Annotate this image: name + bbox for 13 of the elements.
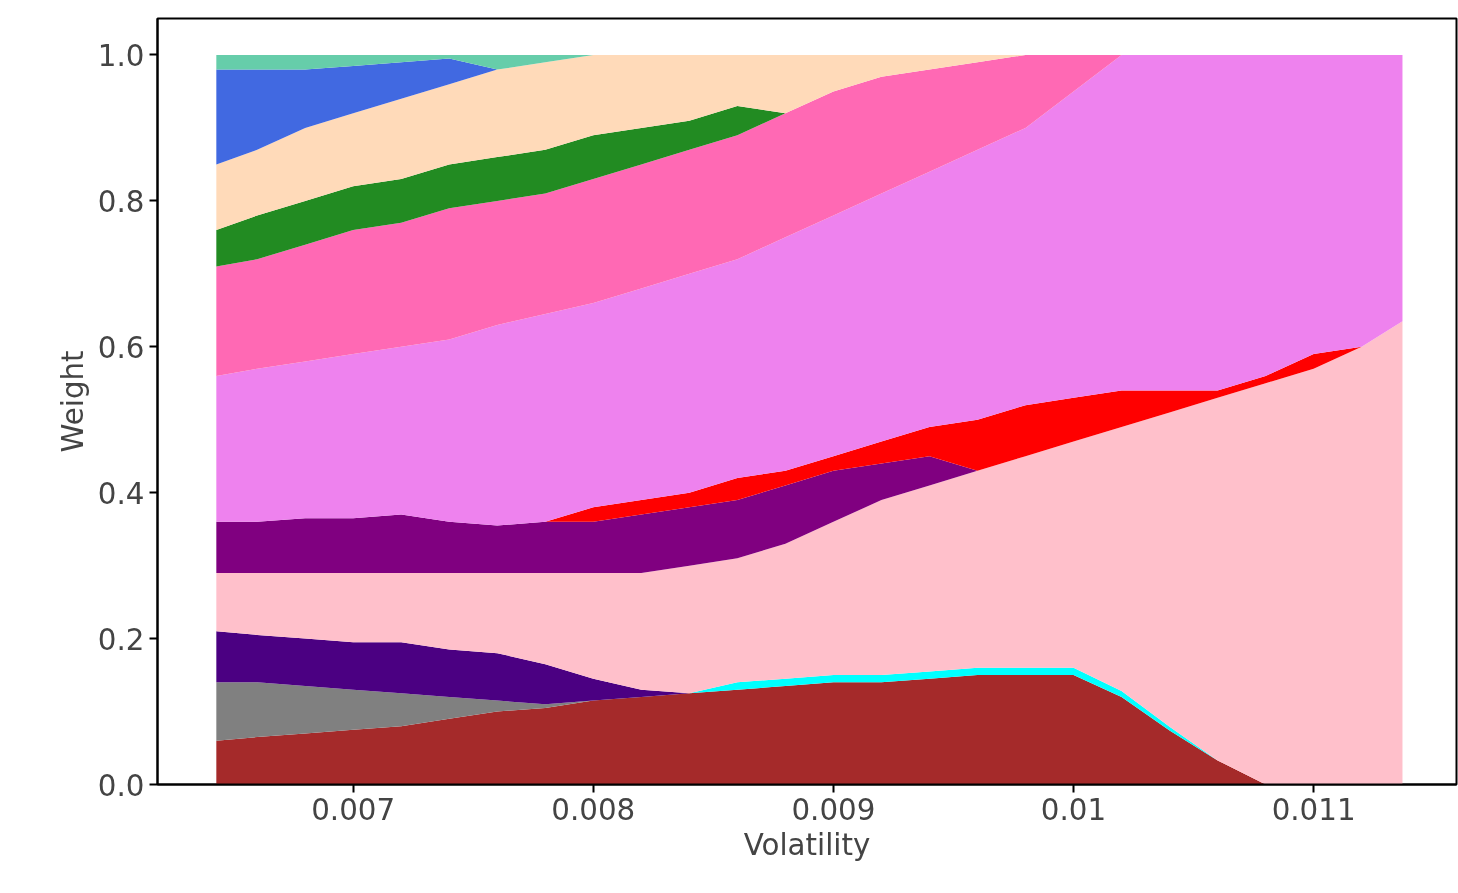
x-tick-label: 0.01 <box>1040 792 1107 827</box>
x-tick-label: 0.009 <box>791 792 876 827</box>
x-tick-label: 0.007 <box>311 792 396 827</box>
x-axis-title: Volatility <box>743 827 871 862</box>
y-tick-label: 1.0 <box>97 38 145 73</box>
y-tick-label: 0.6 <box>97 330 145 365</box>
x-tick-label: 0.011 <box>1271 792 1356 827</box>
x-tick-label: 0.008 <box>551 792 636 827</box>
y-tick-label: 0.0 <box>97 768 145 803</box>
y-tick-label: 0.4 <box>97 476 145 511</box>
y-axis-title: Weight <box>55 350 90 453</box>
y-tick-label: 0.2 <box>97 622 145 657</box>
y-tick-label: 0.8 <box>97 184 145 219</box>
